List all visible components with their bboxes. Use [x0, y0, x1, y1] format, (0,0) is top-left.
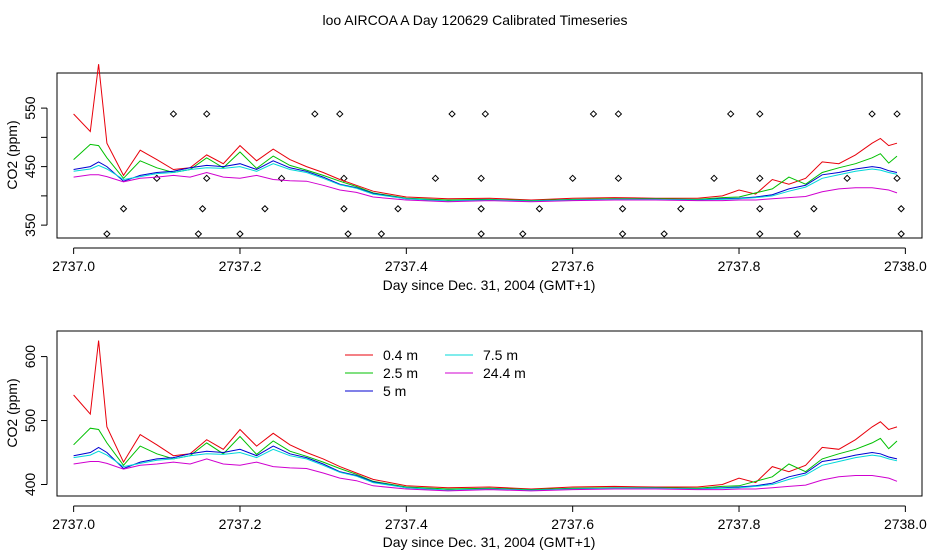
calibration-point: [119, 205, 128, 213]
legend-label: 7.5 m: [483, 347, 518, 363]
calibration-point: [726, 110, 735, 118]
top-y-axis-label: CO2 (ppm): [4, 120, 20, 189]
calibration-point: [893, 110, 901, 118]
top-x-tick-label: 2737.8: [718, 258, 761, 274]
bottom-x-axis: 2737.0 2737.2 2737.4 2737.6 2737.8 2738.0: [52, 505, 927, 532]
bottom-series-5m: [73, 445, 898, 491]
calibration-point: [477, 205, 485, 213]
calibration-point: [261, 205, 269, 213]
legend-label: 2.5 m: [383, 365, 418, 381]
top-y-axis: 350 450 550: [22, 96, 48, 237]
top-series-2-5m: [73, 143, 898, 202]
calibration-point: [394, 205, 402, 213]
top-x-tick-label: 2738.0: [884, 258, 927, 274]
bottom-panel: 2737.0 2737.2 2737.4 2737.6 2737.8 2738.0 400…: [4, 330, 927, 550]
calibration-point: [756, 174, 764, 183]
calibration-point: [519, 230, 527, 238]
calibration-point: [614, 174, 623, 183]
bottom-x-tick-label: 2737.0: [52, 516, 95, 532]
calibration-point: [535, 205, 544, 213]
top-x-tick-label: 2737.0: [52, 258, 95, 274]
bottom-x-tick-label: 2737.2: [219, 516, 262, 532]
top-series-lines: [73, 64, 898, 203]
calibration-point: [893, 174, 901, 183]
bottom-x-axis-label: Day since Dec. 31, 2004 (GMT+1): [383, 534, 596, 550]
top-x-tick-label: 2737.4: [385, 258, 428, 274]
top-panel: 2737.0 2737.2 2737.4 2737.6 2737.8 2738.0 350…: [4, 64, 927, 293]
top-x-tick-label: 2737.2: [219, 258, 262, 274]
bottom-series-24-4m: [73, 458, 898, 492]
calibration-point: [477, 174, 485, 183]
bottom-x-tick-label: 2737.8: [718, 516, 761, 532]
bottom-x-tick-label: 2737.6: [551, 516, 594, 532]
calibration-point: [810, 205, 818, 213]
calibration-point: [277, 174, 286, 183]
calibration-point: [448, 110, 456, 118]
calibration-point: [481, 110, 490, 118]
calibration-point: [618, 205, 627, 213]
calibration-point: [843, 174, 851, 183]
calibration-point: [589, 110, 598, 118]
calibration-point: [198, 205, 207, 213]
legend: 0.4 m 2.5 m 5 m 7.5 m 24.4 m: [345, 347, 526, 399]
calibration-point: [660, 230, 668, 238]
top-y-tick-label: 450: [22, 155, 38, 179]
top-x-axis-label: Day since Dec. 31, 2004 (GMT+1): [383, 277, 596, 293]
top-series-24-4m: [73, 171, 898, 203]
legend-label: 0.4 m: [383, 347, 418, 363]
calibration-point: [336, 110, 344, 118]
figure-title: loo AIRCOA A Day 120629 Calibrated Times…: [322, 12, 627, 28]
calibration-point: [897, 205, 905, 213]
calibration-point: [756, 110, 764, 118]
calibration-point: [203, 174, 211, 183]
bottom-y-axis-label: CO2 (ppm): [4, 378, 20, 447]
top-plot-frame: [56, 72, 923, 239]
bottom-x-tick-label: 2738.0: [884, 516, 927, 532]
bottom-y-tick-label: 500: [22, 409, 38, 433]
bottom-y-tick-label: 400: [22, 473, 38, 497]
calibration-point: [153, 174, 161, 183]
top-calibration-points: [103, 110, 905, 238]
calibration-point: [344, 230, 352, 238]
calibration-point: [203, 110, 211, 118]
bottom-series-lines: [73, 340, 898, 492]
bottom-y-tick-label: 600: [22, 345, 38, 369]
top-x-tick-label: 2737.6: [551, 258, 594, 274]
calibration-point: [756, 205, 764, 213]
calibration-point: [710, 174, 718, 183]
calibration-point: [103, 230, 111, 238]
calibration-point: [477, 230, 485, 238]
calibration-point: [311, 110, 319, 118]
bottom-x-tick-label: 2737.4: [385, 516, 428, 532]
calibration-point: [377, 230, 386, 238]
calibration-point: [194, 230, 203, 238]
calibration-point: [614, 110, 623, 118]
legend-label: 5 m: [383, 383, 406, 399]
calibration-point: [897, 230, 905, 238]
top-x-axis: 2737.0 2737.2 2737.4 2737.6 2737.8 2738.0: [52, 247, 927, 274]
top-y-tick-label: 350: [22, 213, 38, 237]
calibration-point: [568, 174, 577, 183]
calibration-point: [618, 230, 627, 238]
legend-label: 24.4 m: [483, 365, 526, 381]
top-series-0-4m: [73, 64, 898, 201]
calibration-point: [340, 205, 348, 213]
calibration-point: [756, 230, 764, 238]
bottom-series-0-4m: [73, 340, 898, 490]
bottom-series-7-5m: [73, 448, 898, 491]
calibration-point: [431, 174, 440, 183]
bottom-series-2-5m: [73, 427, 898, 491]
calibration-point: [677, 205, 685, 213]
calibration-point: [169, 110, 178, 118]
bottom-plot-frame: [56, 330, 923, 497]
bottom-y-axis: 400 500 600: [22, 345, 48, 497]
calibration-point: [236, 230, 244, 238]
top-y-tick-label: 550: [22, 96, 38, 120]
top-series-7-5m: [73, 163, 898, 202]
calibration-point: [793, 230, 801, 238]
calibration-point: [868, 110, 876, 118]
